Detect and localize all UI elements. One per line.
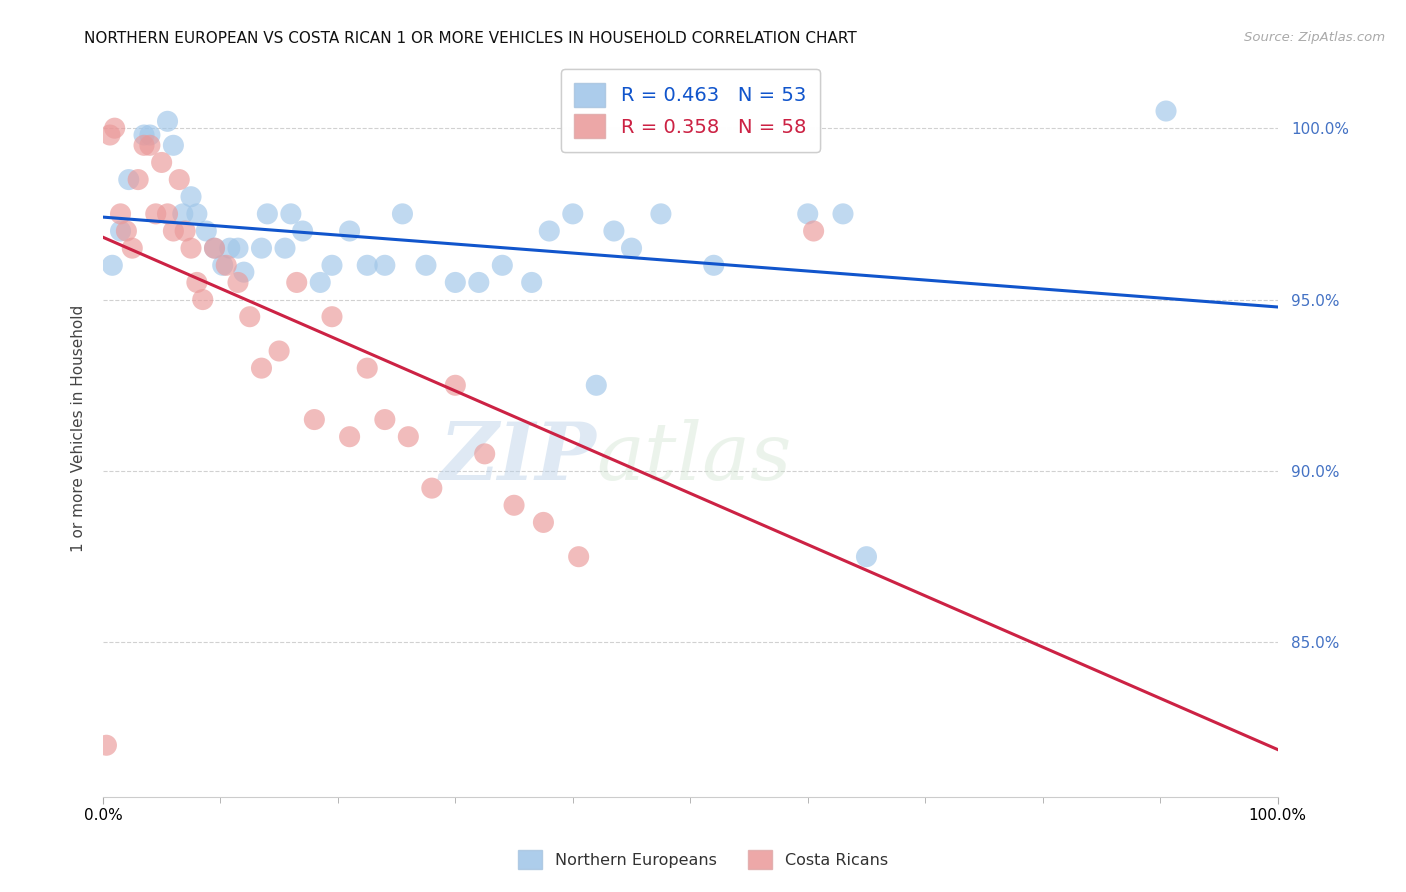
Point bbox=[474, 447, 496, 461]
Point bbox=[98, 128, 121, 142]
Point bbox=[186, 276, 208, 290]
Point bbox=[285, 276, 308, 290]
Point bbox=[145, 207, 167, 221]
Point bbox=[561, 207, 583, 221]
Point bbox=[121, 241, 143, 255]
Point bbox=[280, 207, 302, 221]
Point bbox=[167, 172, 190, 186]
Point bbox=[204, 241, 226, 255]
Point bbox=[503, 498, 526, 512]
Point bbox=[186, 207, 208, 221]
Point bbox=[195, 224, 218, 238]
Point bbox=[211, 258, 233, 272]
Point bbox=[321, 258, 343, 272]
Point bbox=[132, 138, 155, 153]
Point bbox=[132, 128, 155, 142]
Point bbox=[156, 114, 179, 128]
Point bbox=[110, 224, 132, 238]
Point bbox=[538, 224, 561, 238]
Point bbox=[415, 258, 437, 272]
Point bbox=[339, 430, 361, 444]
Text: atlas: atlas bbox=[596, 419, 792, 496]
Point bbox=[226, 276, 249, 290]
Point bbox=[250, 241, 273, 255]
Point bbox=[162, 224, 184, 238]
Point bbox=[374, 258, 396, 272]
Point bbox=[226, 241, 249, 255]
Point bbox=[396, 430, 419, 444]
Point bbox=[162, 138, 184, 153]
Text: ZIP: ZIP bbox=[440, 419, 596, 496]
Point bbox=[603, 224, 626, 238]
Point bbox=[291, 224, 314, 238]
Legend: Northern Europeans, Costa Ricans: Northern Europeans, Costa Ricans bbox=[512, 844, 894, 875]
Point bbox=[139, 128, 162, 142]
Point bbox=[468, 276, 491, 290]
Point bbox=[215, 258, 238, 272]
Point bbox=[1154, 103, 1177, 118]
Y-axis label: 1 or more Vehicles in Household: 1 or more Vehicles in Household bbox=[72, 304, 86, 552]
Text: NORTHERN EUROPEAN VS COSTA RICAN 1 OR MORE VEHICLES IN HOUSEHOLD CORRELATION CHA: NORTHERN EUROPEAN VS COSTA RICAN 1 OR MO… bbox=[84, 31, 858, 46]
Point bbox=[127, 172, 149, 186]
Point bbox=[855, 549, 877, 564]
Point bbox=[585, 378, 607, 392]
Point bbox=[174, 224, 197, 238]
Point bbox=[796, 207, 818, 221]
Point bbox=[304, 412, 326, 426]
Point bbox=[832, 207, 855, 221]
Point bbox=[420, 481, 443, 495]
Point bbox=[239, 310, 262, 324]
Point bbox=[444, 276, 467, 290]
Point bbox=[356, 361, 378, 376]
Point bbox=[180, 190, 202, 204]
Point bbox=[568, 549, 591, 564]
Point bbox=[391, 207, 413, 221]
Point bbox=[250, 361, 273, 376]
Point bbox=[101, 258, 124, 272]
Point bbox=[703, 258, 725, 272]
Point bbox=[803, 224, 825, 238]
Point bbox=[650, 207, 672, 221]
Point bbox=[150, 155, 173, 169]
Point bbox=[218, 241, 240, 255]
Point bbox=[256, 207, 278, 221]
Point bbox=[620, 241, 643, 255]
Point bbox=[374, 412, 396, 426]
Text: Source: ZipAtlas.com: Source: ZipAtlas.com bbox=[1244, 31, 1385, 45]
Point bbox=[104, 121, 127, 136]
Point bbox=[274, 241, 297, 255]
Point bbox=[110, 207, 132, 221]
Point bbox=[232, 265, 254, 279]
Point bbox=[356, 258, 378, 272]
Point bbox=[309, 276, 332, 290]
Legend: R = 0.463   N = 53, R = 0.358   N = 58: R = 0.463 N = 53, R = 0.358 N = 58 bbox=[561, 70, 820, 152]
Point bbox=[339, 224, 361, 238]
Point bbox=[172, 207, 194, 221]
Point bbox=[269, 343, 291, 358]
Point bbox=[180, 241, 202, 255]
Point bbox=[118, 172, 141, 186]
Point bbox=[204, 241, 226, 255]
Point bbox=[520, 276, 543, 290]
Point bbox=[156, 207, 179, 221]
Point bbox=[444, 378, 467, 392]
Point bbox=[96, 738, 118, 752]
Point bbox=[321, 310, 343, 324]
Point bbox=[491, 258, 513, 272]
Point bbox=[115, 224, 138, 238]
Point bbox=[191, 293, 214, 307]
Point bbox=[533, 516, 555, 530]
Point bbox=[139, 138, 162, 153]
